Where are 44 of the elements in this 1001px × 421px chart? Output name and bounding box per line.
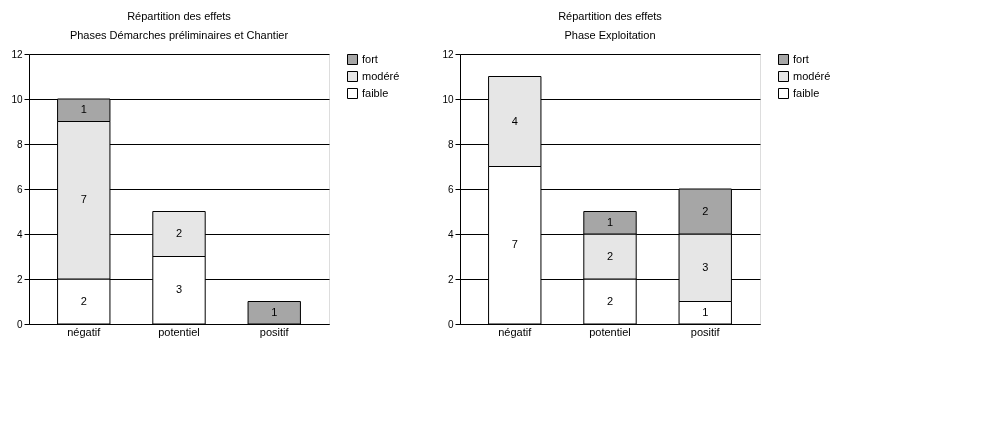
- y-tick-label: 6: [447, 183, 454, 195]
- legend-label: faible: [362, 86, 389, 99]
- y-tick-label: 10: [11, 93, 23, 105]
- y-tick-label: 2: [16, 273, 23, 285]
- legend-label: fort: [793, 52, 809, 65]
- data-label: 3: [702, 260, 709, 273]
- data-label: 1: [702, 305, 709, 318]
- y-tick-label: 8: [16, 138, 23, 150]
- chart-title: Répartition des effets: [558, 10, 663, 22]
- data-label: 2: [80, 294, 87, 307]
- legend-label: modéré: [362, 69, 400, 82]
- y-tick-label: 0: [16, 318, 23, 330]
- chart-subtitle: Phase Exploitation: [564, 29, 656, 41]
- y-tick-label: 12: [11, 48, 23, 60]
- data-label: 2: [606, 249, 614, 262]
- data-label: 1: [606, 215, 614, 228]
- chart-title: Répartition des effets: [127, 10, 232, 22]
- x-tick-label: positif: [690, 325, 721, 338]
- y-tick-label: 8: [447, 138, 454, 150]
- legend-label: faible: [793, 86, 820, 99]
- data-label: 3: [175, 283, 183, 296]
- data-label: 2: [702, 204, 709, 217]
- chart-subtitle: Phases Démarches préliminaires et Chantier: [69, 29, 289, 41]
- data-label: 2: [606, 294, 614, 307]
- data-label: 4: [511, 114, 518, 127]
- x-tick-label: positif: [259, 325, 290, 338]
- y-tick-label: 4: [16, 228, 23, 240]
- y-tick-label: 10: [442, 93, 454, 105]
- legend-label: fort: [362, 52, 378, 65]
- x-tick-label: négatif: [498, 325, 533, 338]
- y-tick-label: 12: [442, 48, 454, 60]
- y-tick-label: 4: [447, 228, 454, 240]
- legend-label: modéré: [793, 69, 831, 82]
- y-tick-label: 6: [16, 183, 23, 195]
- x-tick-label: potentiel: [158, 325, 200, 338]
- data-label: 2: [175, 227, 183, 239]
- y-tick-label: 0: [447, 318, 454, 330]
- y-tick-label: 2: [447, 273, 454, 285]
- data-label: 1: [271, 305, 278, 318]
- x-tick-label: potentiel: [589, 325, 631, 338]
- data-label: 7: [511, 238, 518, 251]
- data-label: 7: [80, 193, 87, 206]
- data-label: 1: [80, 103, 87, 116]
- x-tick-label: négatif: [67, 325, 102, 338]
